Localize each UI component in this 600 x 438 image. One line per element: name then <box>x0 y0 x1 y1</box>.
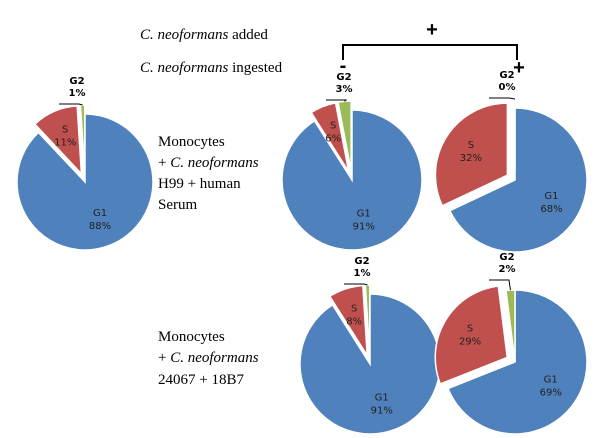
bracket <box>342 44 518 60</box>
value-label: 88% <box>89 221 111 232</box>
value-label: 68% <box>540 204 562 215</box>
pie-slice <box>505 289 516 363</box>
category-label: G1 <box>93 208 107 219</box>
leader-line <box>344 283 368 286</box>
value-label: 2% <box>499 264 516 275</box>
row-text: + C. neoformans <box>158 155 259 171</box>
added: added <box>232 27 268 43</box>
value-label: 91% <box>371 405 393 416</box>
category-label: G1 <box>357 208 371 219</box>
value-label: 1% <box>69 88 86 99</box>
row-text: H99 + human <box>158 176 241 192</box>
pie-slice <box>448 107 588 253</box>
pie-slice <box>310 101 350 173</box>
pie-slice <box>447 289 588 435</box>
leader-line <box>489 279 511 291</box>
category-label: G2 <box>69 76 84 87</box>
species: C. neoformans <box>170 155 259 171</box>
pie-slice <box>281 109 423 251</box>
category-label: G2 <box>336 72 351 83</box>
value-label: 69% <box>540 387 562 398</box>
row-text: Serum <box>158 197 197 213</box>
category-label: G1 <box>544 374 558 385</box>
ingested: ingested <box>232 60 282 76</box>
row-label: Monocytes + C. neoformans H99 + human Se… <box>158 134 259 213</box>
category-label: S <box>62 124 68 135</box>
category-label: G1 <box>544 191 558 202</box>
pie-slice <box>299 293 441 435</box>
value-label: 91% <box>353 221 375 232</box>
category-label: G2 <box>499 252 514 263</box>
pie-slice <box>328 284 368 356</box>
species: C. neoformans <box>140 27 229 43</box>
row-label: Monocytes + C. neoformans 24067 + 18B7 <box>158 329 259 388</box>
header-added: C. neoformans added <box>140 27 268 43</box>
plus: + <box>158 350 166 366</box>
category-label: S <box>467 323 473 334</box>
category-label: S <box>351 303 357 314</box>
plus-sign: + <box>513 57 525 79</box>
category-label: G2 <box>499 70 514 81</box>
pie-slice <box>434 102 509 207</box>
leader-line <box>326 99 348 102</box>
category-label: G1 <box>375 392 389 403</box>
pie-slice <box>33 105 83 176</box>
pie-slice <box>434 285 509 385</box>
value-label: 8% <box>346 316 362 327</box>
category-label: S <box>330 121 336 132</box>
plus: + <box>158 155 166 171</box>
leader-line <box>489 97 516 100</box>
category-label: G2 <box>354 256 369 267</box>
row-text: + C. neoformans <box>158 350 259 366</box>
value-label: 11% <box>54 137 76 148</box>
value-label: 1% <box>354 268 371 279</box>
species: C. neoformans <box>170 350 259 366</box>
value-label: 29% <box>459 336 481 347</box>
minus-sign: - <box>340 55 347 77</box>
row-text: 24067 + 18B7 <box>158 372 244 388</box>
value-label: 0% <box>499 82 516 93</box>
row-text: Monocytes <box>158 134 225 150</box>
header-ingested: C. neoformans ingested <box>140 60 283 76</box>
pie-slice <box>337 100 352 172</box>
pie-slice <box>16 113 154 251</box>
category-label: S <box>468 140 474 151</box>
value-label: 32% <box>460 153 482 164</box>
leader-line <box>59 103 83 106</box>
added-sign: + <box>426 19 438 41</box>
value-label: 3% <box>336 84 353 95</box>
row-text: Monocytes <box>158 329 225 345</box>
value-label: 6% <box>325 134 341 145</box>
species: C. neoformans <box>140 60 229 76</box>
